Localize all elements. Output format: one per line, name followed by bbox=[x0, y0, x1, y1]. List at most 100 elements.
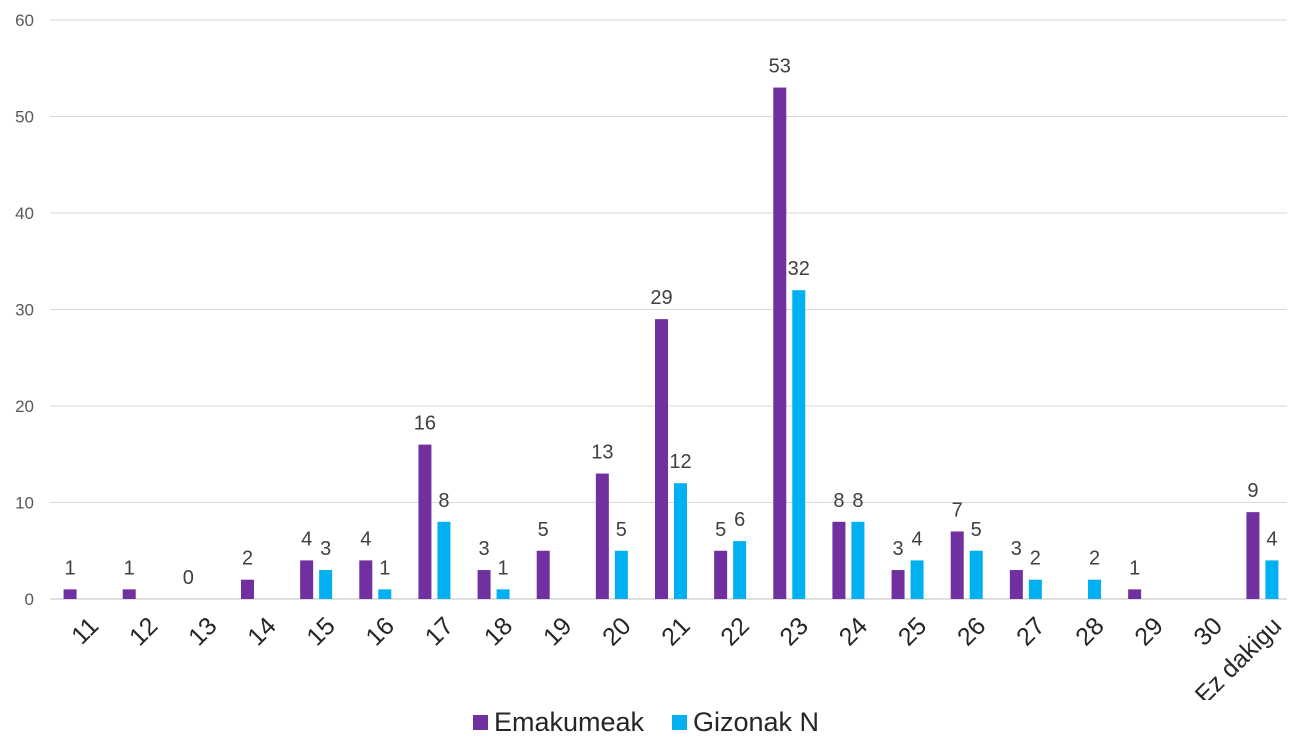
x-tick-label: 15 bbox=[301, 612, 340, 651]
bar bbox=[832, 521, 846, 599]
data-label: 2 bbox=[1030, 548, 1041, 570]
bar bbox=[773, 87, 787, 600]
bar bbox=[950, 531, 964, 599]
data-label: 8 bbox=[852, 490, 863, 512]
legend: Emakumeak Gizonak N bbox=[0, 705, 1292, 739]
bar bbox=[1265, 560, 1279, 599]
data-label: 1 bbox=[1129, 557, 1140, 579]
bar bbox=[536, 550, 550, 599]
x-tick-label: 29 bbox=[1129, 612, 1168, 651]
data-label: 1 bbox=[379, 557, 390, 579]
data-label: 2 bbox=[1089, 548, 1100, 570]
legend-item-emakumeak: Emakumeak bbox=[472, 706, 644, 738]
legend-item-gizonak: Gizonak N bbox=[672, 707, 819, 738]
bar bbox=[241, 579, 254, 599]
data-label: 3 bbox=[479, 538, 490, 560]
data-label: 7 bbox=[952, 499, 963, 521]
legend-swatch-emakumeak bbox=[472, 714, 488, 730]
data-label: 5 bbox=[616, 519, 627, 541]
y-tick-label: 40 bbox=[15, 204, 34, 223]
bar bbox=[122, 589, 136, 599]
data-label: 3 bbox=[320, 538, 331, 560]
bar bbox=[1028, 579, 1042, 599]
legend-label-gizonak: Gizonak N bbox=[693, 706, 820, 737]
y-tick-label: 60 bbox=[15, 11, 34, 30]
bar bbox=[595, 473, 609, 599]
bar bbox=[63, 589, 77, 599]
x-tick-label: 28 bbox=[1070, 612, 1109, 651]
data-label: 1 bbox=[65, 557, 76, 579]
data-label: 3 bbox=[1011, 538, 1022, 560]
y-tick-label: 30 bbox=[15, 301, 34, 320]
data-label: 4 bbox=[1266, 528, 1277, 550]
bar bbox=[378, 589, 392, 599]
x-tick-label: 20 bbox=[597, 612, 636, 651]
x-tick-label: 19 bbox=[538, 612, 577, 651]
x-tick-label: 21 bbox=[656, 612, 695, 651]
x-tick-label: 23 bbox=[775, 612, 814, 651]
y-tick-label: 10 bbox=[15, 494, 34, 513]
data-label: 1 bbox=[498, 557, 509, 579]
bar bbox=[300, 560, 314, 599]
x-tick-label: 13 bbox=[183, 612, 222, 651]
y-tick-label: 20 bbox=[15, 397, 34, 416]
x-tick-label: 17 bbox=[420, 612, 459, 651]
data-label: 29 bbox=[650, 287, 672, 309]
x-tick-label: 30 bbox=[1189, 612, 1228, 651]
data-label: 53 bbox=[769, 56, 791, 78]
data-label: 8 bbox=[438, 490, 449, 512]
x-tick-label: 25 bbox=[893, 612, 932, 651]
data-label: 13 bbox=[591, 442, 613, 464]
data-label: 1 bbox=[124, 557, 135, 579]
bar bbox=[418, 444, 432, 599]
data-label: 9 bbox=[1247, 480, 1258, 502]
x-tick-label: 16 bbox=[361, 612, 400, 651]
bar bbox=[851, 521, 865, 599]
x-tick-label: 24 bbox=[834, 612, 874, 652]
x-tick-label: 14 bbox=[242, 612, 282, 652]
bar bbox=[910, 560, 924, 599]
bar bbox=[359, 560, 373, 599]
legend-swatch-gizonak bbox=[672, 714, 687, 730]
bar bbox=[614, 550, 628, 599]
bar bbox=[792, 290, 806, 599]
x-tick-label: 22 bbox=[715, 612, 754, 651]
bar bbox=[1246, 512, 1260, 599]
bar bbox=[891, 570, 905, 599]
y-tick-label: 50 bbox=[15, 108, 34, 127]
x-tick-label: 26 bbox=[952, 612, 991, 651]
bar bbox=[477, 570, 491, 599]
data-label: 6 bbox=[734, 509, 745, 531]
data-label: 4 bbox=[912, 528, 923, 550]
bar bbox=[1088, 579, 1101, 599]
y-tick-label: 0 bbox=[25, 590, 34, 609]
bar bbox=[655, 319, 668, 599]
bar bbox=[319, 570, 333, 599]
bar bbox=[437, 521, 451, 599]
data-label: 5 bbox=[715, 519, 726, 541]
x-tick-label: 27 bbox=[1011, 612, 1050, 651]
data-label: 4 bbox=[360, 528, 371, 550]
bar bbox=[969, 550, 983, 599]
data-label: 2 bbox=[242, 548, 253, 570]
bar bbox=[1009, 570, 1023, 599]
bar bbox=[496, 589, 510, 599]
x-tick-label: 12 bbox=[124, 612, 163, 651]
bar bbox=[1128, 589, 1142, 599]
data-label: 3 bbox=[893, 538, 904, 560]
data-label: 4 bbox=[301, 528, 312, 550]
data-label: 16 bbox=[414, 413, 436, 435]
data-label: 32 bbox=[788, 258, 810, 280]
bar bbox=[733, 541, 747, 599]
x-tick-label: 18 bbox=[479, 612, 518, 651]
bar bbox=[714, 550, 728, 599]
legend-label-emakumeak: Emakumeak bbox=[493, 706, 644, 737]
data-label: 0 bbox=[183, 567, 194, 589]
data-label: 8 bbox=[833, 490, 844, 512]
bar bbox=[674, 483, 687, 599]
data-label: 12 bbox=[669, 451, 691, 473]
data-label: 5 bbox=[971, 519, 982, 541]
x-tick-label: 11 bbox=[66, 612, 104, 650]
